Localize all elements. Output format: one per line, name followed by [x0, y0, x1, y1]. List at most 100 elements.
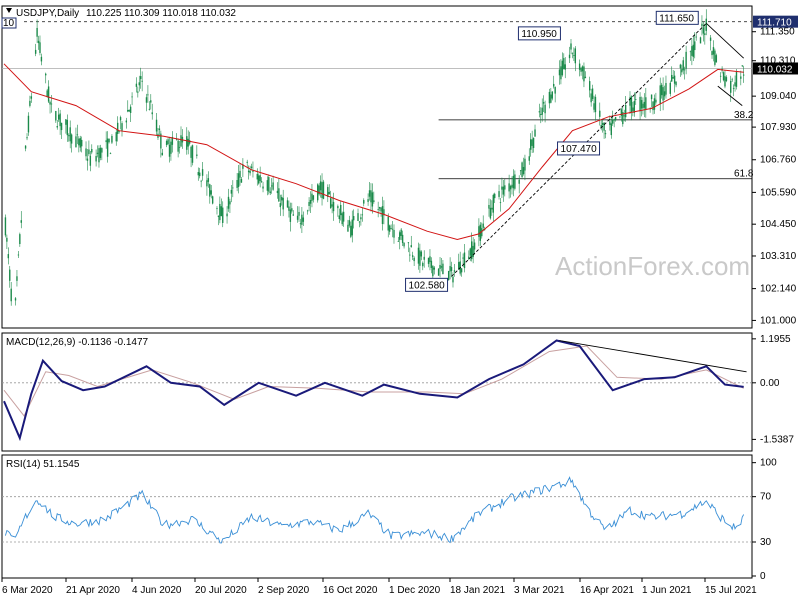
candle	[150, 100, 152, 103]
candle	[272, 182, 274, 190]
candle	[624, 104, 627, 118]
candle	[119, 117, 122, 121]
candle	[148, 108, 151, 110]
candle	[20, 220, 22, 223]
candle	[564, 64, 566, 70]
resistance-axis-label: 111.710	[753, 15, 798, 29]
candle	[411, 255, 414, 257]
candle	[620, 109, 623, 116]
candle	[36, 27, 38, 37]
candle	[550, 94, 552, 103]
candle	[99, 147, 102, 158]
candle	[252, 170, 254, 172]
candle	[158, 128, 161, 131]
candle	[594, 96, 597, 113]
candle	[17, 254, 20, 256]
candle	[30, 96, 33, 99]
candle	[309, 199, 312, 204]
candle	[409, 254, 411, 256]
candle	[76, 134, 79, 136]
candle	[370, 190, 372, 203]
candle	[226, 213, 228, 217]
candle	[519, 170, 522, 172]
candle	[350, 225, 352, 237]
candle	[532, 137, 535, 149]
candle	[288, 206, 290, 211]
candle	[279, 203, 282, 208]
price-title: USDJPY,Daily	[16, 8, 79, 19]
candle	[190, 146, 192, 158]
candle	[259, 175, 261, 182]
candle	[481, 228, 483, 237]
candle	[381, 206, 384, 224]
candle	[199, 172, 201, 177]
candle	[581, 66, 584, 72]
candle	[452, 276, 454, 283]
candle	[161, 152, 163, 156]
candle	[296, 215, 299, 220]
candle	[473, 242, 476, 250]
candle	[301, 214, 303, 225]
candle	[397, 240, 400, 242]
candle	[691, 46, 693, 56]
candle	[528, 156, 530, 161]
candle	[75, 136, 77, 148]
candle	[730, 80, 732, 93]
candle	[622, 112, 624, 125]
ohlc-readout: 110.225 110.309 110.018 110.032	[86, 8, 236, 19]
candle	[702, 27, 705, 34]
candle	[96, 152, 99, 154]
candle	[191, 145, 194, 163]
candle	[229, 201, 231, 205]
candle	[679, 64, 682, 69]
candle	[491, 207, 493, 210]
candle	[538, 111, 541, 113]
price-callout-1: 110.950	[517, 26, 561, 41]
candle	[419, 250, 421, 266]
candle	[167, 139, 169, 145]
candle	[256, 173, 258, 180]
candle	[640, 100, 643, 109]
candle	[561, 60, 564, 76]
candle	[589, 81, 591, 91]
price-callout-2: 107.470	[557, 141, 601, 156]
candle	[85, 148, 87, 157]
candle	[46, 90, 48, 97]
watermark: ActionForex.com	[555, 251, 750, 281]
callout-text: 107.470	[561, 144, 598, 155]
candle	[673, 75, 676, 84]
date-tick-label: 15 Jul 2021	[705, 585, 757, 596]
candle	[60, 122, 63, 131]
candle	[65, 119, 67, 125]
candle	[98, 148, 100, 163]
macd-trendline	[559, 340, 747, 373]
candle	[59, 113, 61, 127]
candle	[709, 37, 712, 41]
candle	[266, 180, 269, 191]
candle	[168, 144, 171, 157]
candle	[206, 180, 208, 187]
candle	[548, 91, 551, 104]
candle	[660, 84, 663, 96]
candle	[712, 47, 715, 55]
candle	[341, 213, 343, 225]
candle	[286, 200, 289, 208]
date-tick-label: 16 Oct 2020	[323, 585, 378, 596]
price-tick-label: 104.450	[760, 219, 797, 230]
collapse-arrow-icon[interactable]	[6, 8, 12, 13]
candle	[453, 270, 456, 272]
candle	[683, 69, 686, 71]
candle	[563, 58, 565, 70]
candle	[422, 262, 424, 267]
candle	[220, 206, 222, 217]
rsi-tick-label: 70	[760, 492, 772, 503]
macd-tick-label: 1.1955	[760, 334, 791, 345]
candle	[262, 186, 264, 189]
candle	[400, 229, 402, 236]
candle	[741, 65, 743, 67]
candle	[337, 206, 339, 209]
candle	[187, 138, 189, 147]
candle	[306, 210, 309, 212]
candle	[655, 99, 657, 103]
candle	[393, 229, 395, 238]
